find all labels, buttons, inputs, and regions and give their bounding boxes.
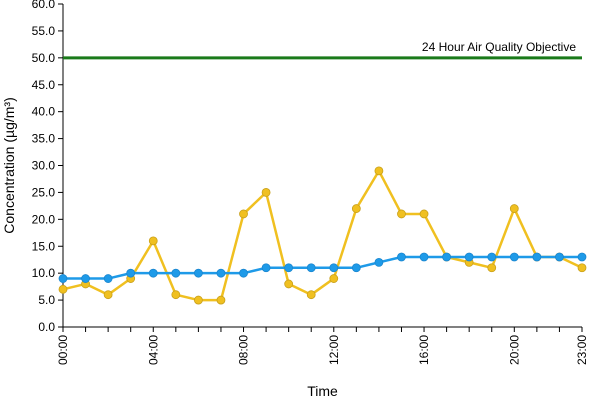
x-tick-label: 12:00 (327, 335, 341, 365)
data-point (193, 295, 203, 305)
data-point (239, 209, 248, 219)
data-point (171, 290, 181, 300)
data-point (126, 268, 136, 278)
data-point (419, 209, 429, 219)
series-2 (58, 252, 587, 283)
reference-line-group: 24 Hour Air Quality Objective (63, 40, 582, 60)
x-tick-label: 16:00 (417, 335, 431, 365)
data-point (103, 274, 113, 283)
data-point (577, 252, 587, 262)
y-tick-label: 50.0 (32, 51, 56, 65)
x-tick-label: 04:00 (146, 335, 160, 365)
air-quality-objective-label: 24 Hour Air Quality Objective (422, 40, 576, 54)
data-point (58, 274, 68, 283)
y-axis-ticks: 0.0 5.0 10.0 15.0 20.0 25.0 30.0 35.0 40.0 45.0 50… (32, 0, 63, 334)
x-tick-label: 20:00 (507, 335, 521, 365)
data-point (284, 263, 294, 273)
series-layer (58, 166, 587, 305)
x-tick-label: 08:00 (237, 335, 251, 365)
data-point (306, 290, 316, 300)
y-tick-label: 45.0 (32, 78, 56, 92)
data-point (532, 252, 542, 262)
y-tick-label: 35.0 (32, 132, 56, 146)
y-tick-label: 5.0 (38, 293, 55, 307)
y-axis-title: Concentration (µg/m³) (1, 97, 17, 233)
data-point (397, 209, 406, 219)
y-tick-label: 20.0 (32, 212, 56, 226)
data-point (577, 263, 587, 273)
y-tick-label: 10.0 (32, 266, 56, 280)
data-point (397, 252, 406, 262)
x-tick-label: 23:00 (575, 335, 589, 365)
y-tick-label: 0.0 (38, 320, 55, 334)
data-point (171, 268, 181, 278)
x-tick-label: 00:00 (56, 335, 70, 365)
data-point (148, 268, 158, 278)
data-point (419, 252, 429, 262)
data-point (351, 204, 361, 213)
y-tick-label: 55.0 (32, 24, 56, 38)
data-point (487, 263, 497, 273)
y-tick-label: 60.0 (32, 0, 56, 11)
data-point (351, 263, 361, 273)
data-point (509, 252, 519, 262)
data-point (306, 263, 316, 273)
data-point (239, 268, 248, 278)
y-tick-label: 15.0 (32, 239, 56, 253)
data-point (464, 252, 474, 262)
data-point (329, 263, 339, 273)
data-point (58, 284, 68, 294)
x-axis-title: Time (307, 383, 338, 399)
data-point (509, 204, 519, 213)
data-point (374, 166, 384, 176)
y-tick-label: 40.0 (32, 105, 56, 119)
data-point (284, 279, 294, 289)
data-point (261, 263, 271, 273)
y-tick-label: 30.0 (32, 159, 56, 173)
series-line (62, 169, 583, 302)
data-point (442, 252, 452, 262)
y-tick-label: 25.0 (32, 185, 56, 199)
data-point (216, 295, 226, 305)
data-point (487, 252, 497, 262)
data-point (103, 290, 113, 300)
data-point (216, 268, 226, 278)
data-point (148, 236, 158, 246)
data-point (261, 188, 271, 197)
series-1 (58, 166, 587, 305)
x-axis-ticks: 00:00 04:00 08:00 12:00 16:00 20:00 23:00 (56, 327, 589, 365)
data-point (374, 257, 384, 267)
data-point (193, 268, 203, 278)
data-point (555, 252, 564, 262)
data-point (81, 274, 90, 283)
data-point (329, 274, 339, 283)
